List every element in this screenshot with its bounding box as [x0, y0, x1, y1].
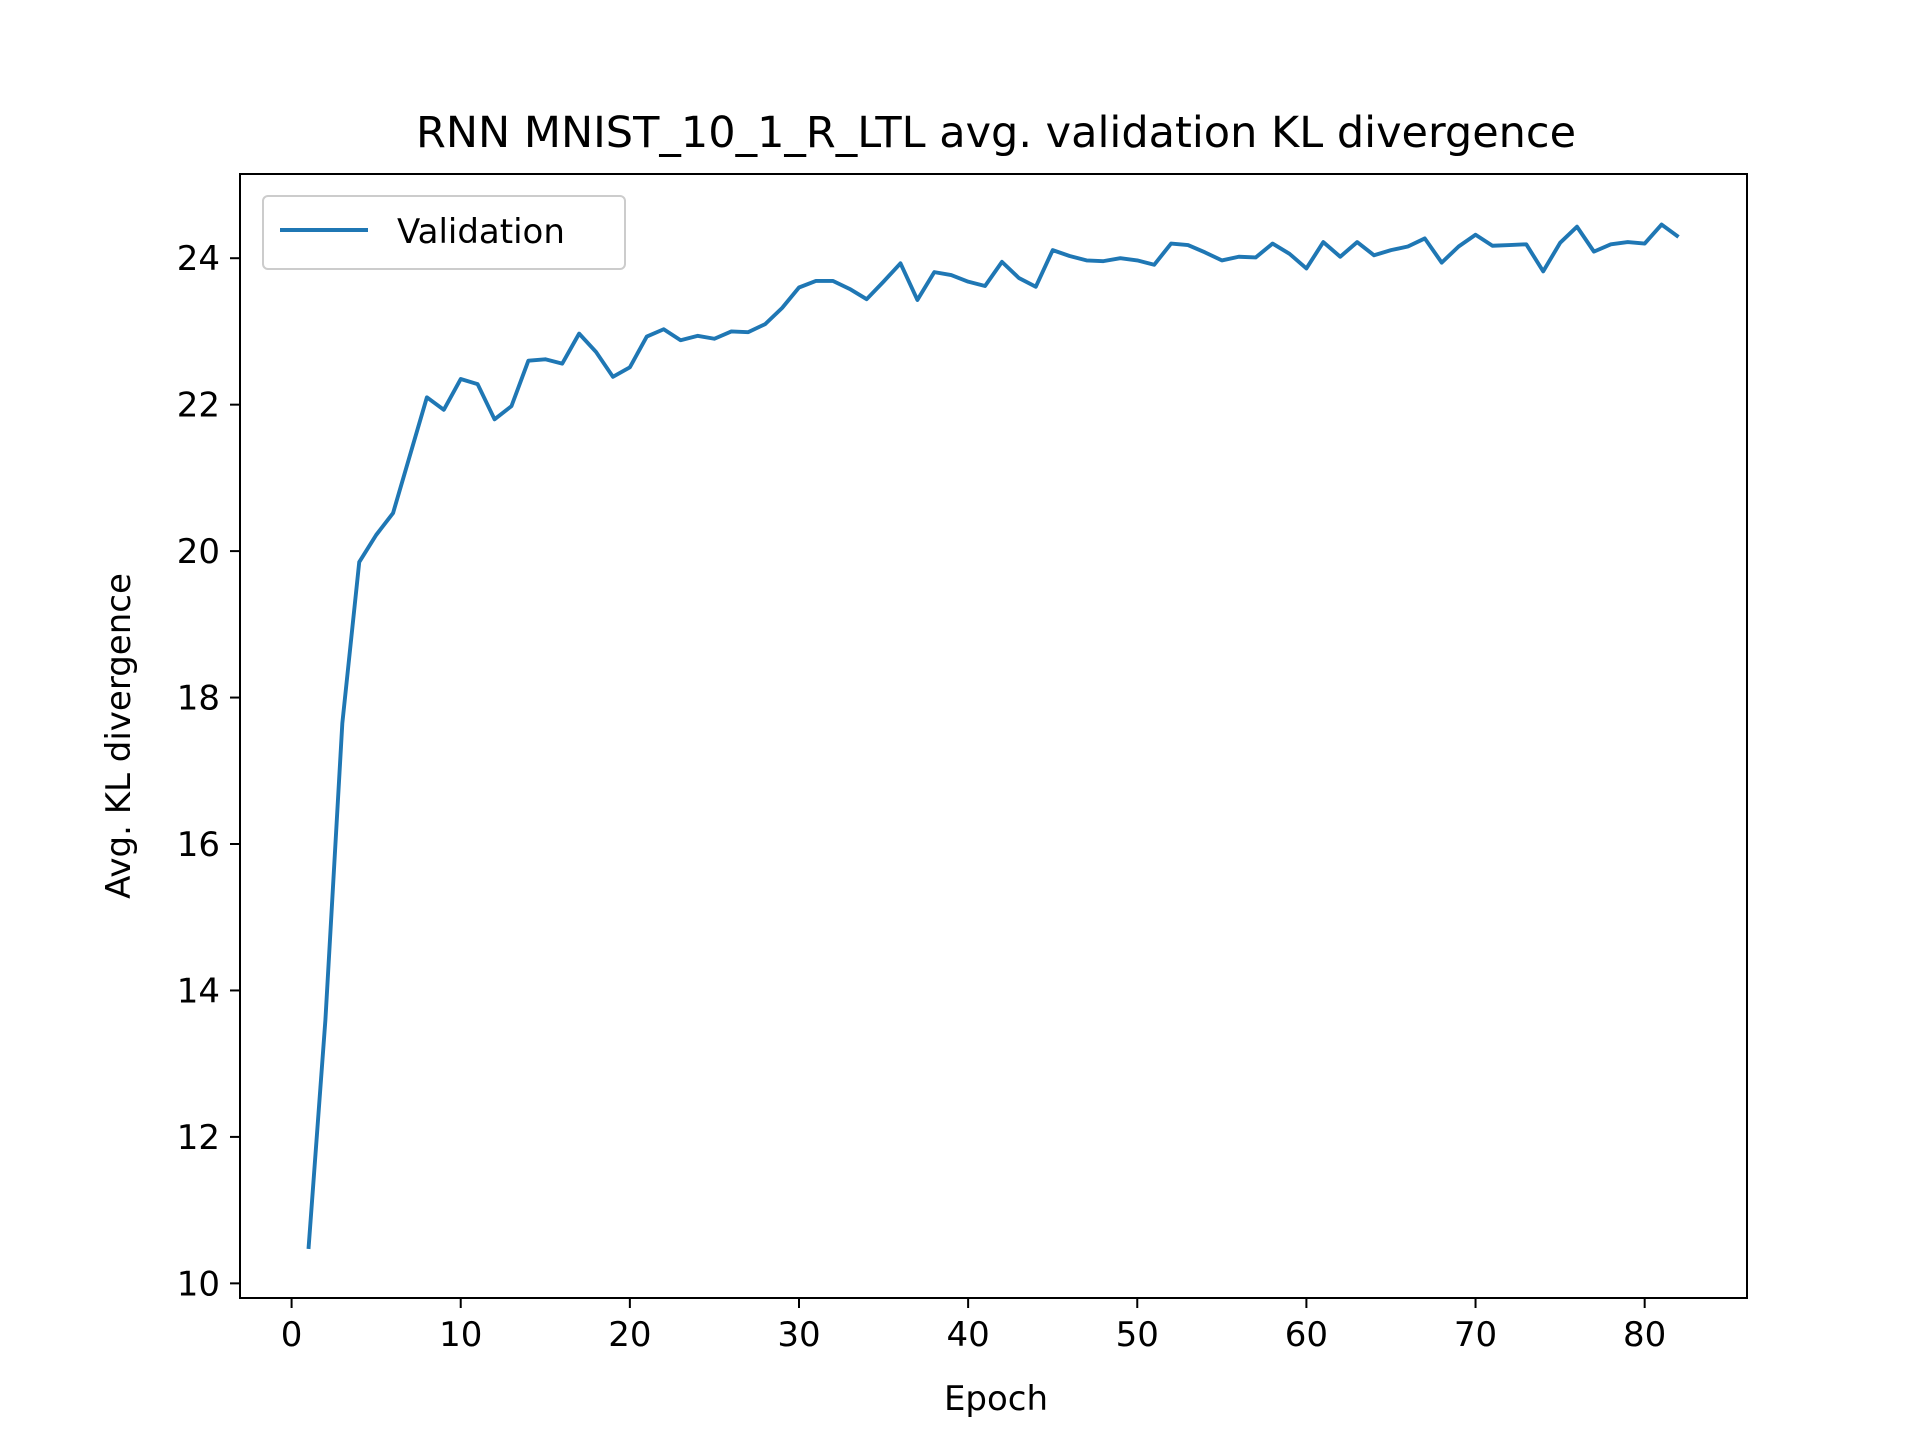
y-axis-ticks: 10 12 14 16 18 20 22 24: [177, 239, 240, 1304]
x-tick-label: 20: [608, 1315, 651, 1355]
x-tick-label: 80: [1623, 1315, 1666, 1355]
legend-box: [262, 195, 626, 270]
chart-title: RNN MNIST_10_1_R_LTL avg. validation KL …: [416, 108, 1576, 158]
x-tick-label: 70: [1454, 1315, 1497, 1355]
y-tick-label: 12: [177, 1118, 220, 1158]
x-tick-label: 30: [777, 1315, 820, 1355]
y-tick-label: 18: [177, 679, 220, 719]
series-line-validation: [306, 222, 1680, 1250]
y-tick-label: 24: [177, 239, 220, 279]
plot-area: [240, 174, 1747, 1298]
y-axis-label: Avg. KL divergence: [99, 573, 139, 899]
legend: Validation: [262, 195, 626, 270]
y-tick-label: 14: [177, 971, 220, 1011]
y-tick-label: 20: [177, 532, 220, 572]
y-tick-label: 16: [177, 825, 220, 865]
legend-label-validation: Validation: [397, 212, 565, 252]
y-tick-label: 10: [177, 1264, 220, 1304]
x-tick-label: 40: [946, 1315, 989, 1355]
x-tick-label: 60: [1285, 1315, 1328, 1355]
y-tick-label: 22: [177, 386, 220, 426]
plot-frame: [239, 173, 1748, 1299]
x-axis-ticks: 0 10 20 30 40 50 60 70 80: [281, 1298, 1666, 1355]
x-axis-label: Epoch: [944, 1379, 1048, 1419]
x-tick-label: 0: [281, 1315, 303, 1355]
x-tick-label: 50: [1116, 1315, 1159, 1355]
x-tick-label: 10: [439, 1315, 482, 1355]
